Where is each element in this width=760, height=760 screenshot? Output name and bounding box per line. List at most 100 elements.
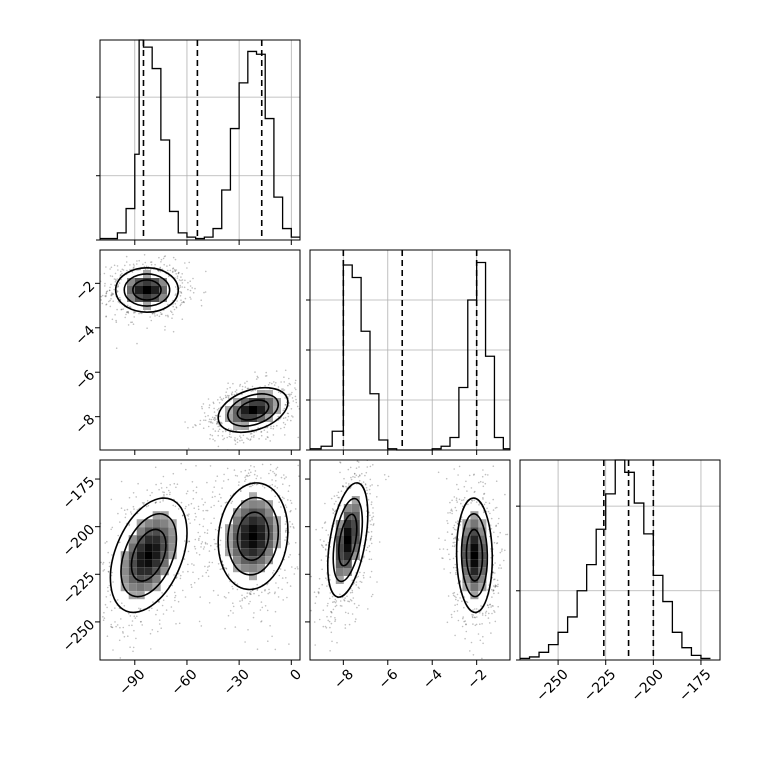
sample-point [282,483,284,486]
sample-point [213,538,215,541]
sample-point [232,612,234,614]
sample-point [277,415,280,418]
sample-point [465,661,467,663]
sample-point [453,545,456,548]
sample-point [111,626,113,628]
sample-point [361,453,363,455]
sample-point [251,385,254,388]
sample-point [357,586,360,589]
sample-point [223,437,226,440]
sample-point [154,466,157,469]
sample-point [449,501,451,504]
density-cell [335,576,344,584]
sample-point [483,503,486,506]
sample-point [267,592,270,595]
sample-point [294,567,297,570]
sample-point [114,621,116,623]
sample-point [438,537,440,540]
density-cell [135,286,143,294]
sample-point [452,541,455,544]
sample-point [233,393,236,396]
sample-point [225,396,228,398]
sample-point [252,436,255,438]
sample-point [441,557,443,559]
sample-point [179,304,182,307]
sample-point [483,492,486,495]
sample-point [220,496,222,499]
sample-point [134,617,137,619]
sample-point [266,609,269,612]
sample-point [174,258,177,261]
sample-point [491,596,493,598]
sample-point [255,430,257,433]
sample-point [481,475,484,478]
sample-point [211,422,214,424]
sample-point [249,438,252,441]
sample-point [216,423,218,425]
sample-point [234,390,237,393]
sample-point [177,600,180,603]
sample-point [193,545,196,548]
sample-point [213,419,216,422]
sample-point [174,599,176,602]
sample-point [353,472,356,475]
sample-point [352,475,354,478]
sample-point [149,316,151,318]
sample-point [471,615,474,618]
sample-point [191,287,193,289]
sample-point [491,605,494,607]
sample-point [211,561,214,564]
sample-point [132,263,135,266]
sample-point [240,605,242,607]
sample-point [136,260,138,262]
sample-point [363,571,366,574]
sample-point [154,263,156,266]
sample-point [213,411,216,413]
sample-point [222,480,225,482]
sample-point [289,510,292,513]
sample-point [244,386,247,388]
sample-point [210,522,212,524]
sample-point [482,438,484,440]
sample-point [487,617,490,619]
sample-point [452,592,454,595]
sample-point [290,408,293,410]
sample-point [220,398,222,400]
sample-point [121,602,123,604]
sample-point [465,600,468,603]
sample-point [255,483,258,486]
sample-point [163,263,165,266]
sample-point [170,606,173,608]
contour-line [465,528,484,582]
sample-point [162,613,165,615]
sample-point [217,594,219,596]
sample-point [271,483,274,486]
sample-point [487,510,490,513]
sample-point [497,605,500,608]
sample-point [112,293,114,295]
sample-point [195,516,197,518]
sample-point [454,595,456,598]
sample-point [307,408,309,410]
sample-point [485,501,487,504]
sample-point [204,415,207,418]
sample-point [278,574,281,577]
sample-point [268,472,270,475]
sample-point [277,386,280,388]
sample-point [241,599,243,602]
sample-point [471,499,473,502]
sample-point [494,507,497,509]
sample-point [288,484,291,487]
sample-point [220,526,223,529]
density-cell [343,520,352,528]
sample-point [488,502,491,505]
sample-point [190,502,193,505]
sample-point [444,539,446,541]
sample-point [133,265,135,267]
density-cell [249,532,257,541]
sample-point [288,556,290,558]
sample-point [471,613,473,616]
sample-point [204,542,207,545]
sample-point [372,524,375,526]
sample-point [204,419,207,422]
